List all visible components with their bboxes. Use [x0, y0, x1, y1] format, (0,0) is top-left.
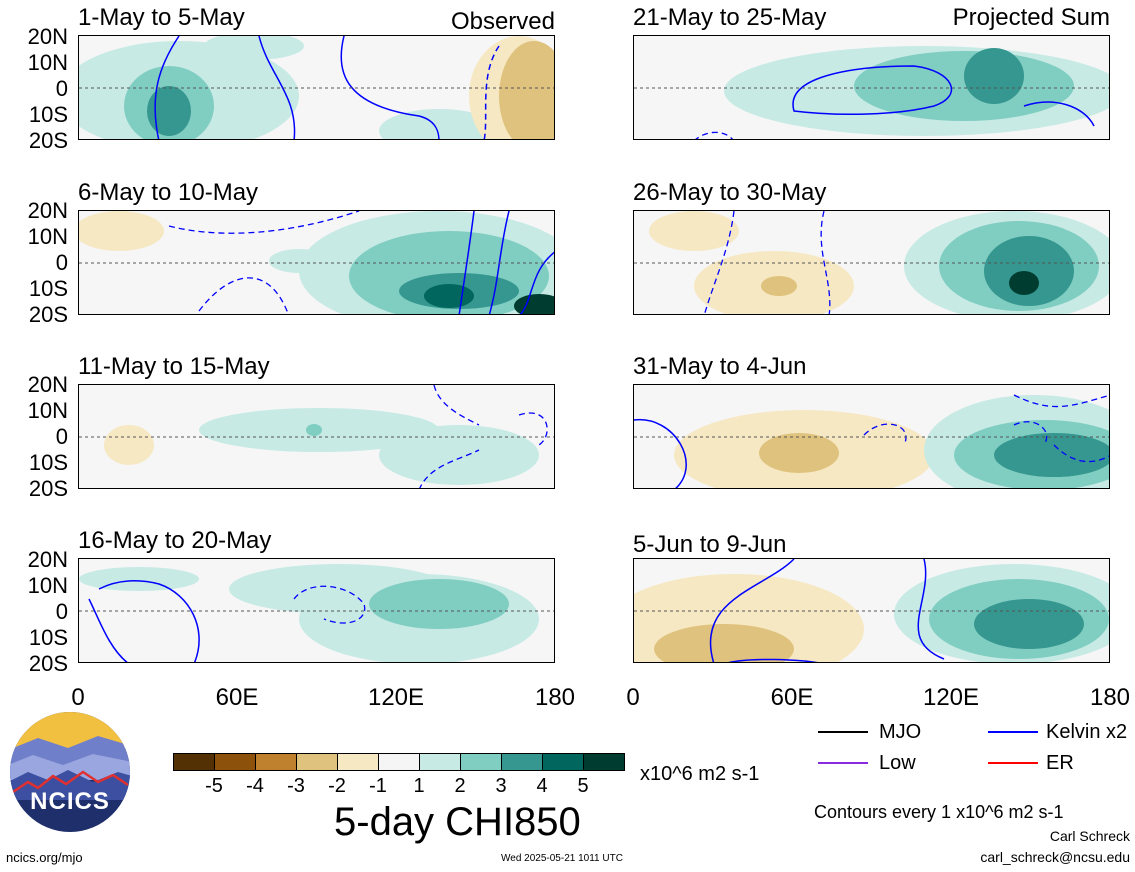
colorbar-swatch — [296, 753, 338, 771]
panel-title-1: 1-May to 5-May — [78, 4, 245, 31]
lon-label: 60E — [215, 684, 259, 711]
lon-label: 60E — [770, 684, 814, 711]
kelvin-legend-label: Kelvin x2 — [1046, 721, 1128, 743]
map-panel-4 — [78, 558, 555, 663]
colorbar-swatch — [378, 753, 420, 771]
lat-label: 20N — [27, 547, 68, 572]
map-panel-3 — [78, 384, 555, 489]
lat-label: 10S — [28, 102, 68, 127]
lat-label: 20S — [28, 128, 68, 153]
colorbar-swatch — [419, 753, 461, 771]
ncics-logo: NCICS — [8, 710, 132, 834]
lat-label: 20N — [27, 24, 68, 49]
colorbar-swatch — [542, 753, 584, 771]
lat-label: 10N — [27, 224, 68, 249]
colorbar-label: 2 — [454, 775, 466, 797]
logo-text: NCICS — [30, 788, 110, 815]
contour-note: Contours every 1 x10^6 m2 s-1 — [814, 802, 1064, 822]
colorbar-units: x10^6 m2 s-1 — [640, 763, 760, 785]
map-panel-5 — [633, 35, 1110, 140]
colorbar-label: 5 — [577, 775, 589, 797]
colorbar-swatch — [337, 753, 379, 771]
colorbar-label: 4 — [536, 775, 548, 797]
lon-label: 180 — [1089, 684, 1131, 711]
colorbar-swatch — [583, 753, 625, 771]
colorbar-swatch — [173, 753, 215, 771]
projected-sum-label: Projected Sum — [952, 4, 1110, 31]
lat-label: 20S — [28, 651, 68, 676]
lat-label: 0 — [55, 599, 68, 624]
lat-label: 20N — [27, 372, 68, 397]
lat-label: 10N — [27, 398, 68, 423]
lat-label: 20S — [28, 302, 68, 327]
panel-title-5: 21-May to 25-May — [633, 4, 827, 31]
panel-title-2: 6-May to 10-May — [78, 179, 259, 206]
colorbar-swatch — [460, 753, 502, 771]
timestamp: Wed 2025-05-21 1011 UTC — [501, 853, 623, 864]
lon-label: 0 — [71, 684, 85, 711]
lat-label: 10S — [28, 276, 68, 301]
colorbar-label: -3 — [287, 775, 305, 797]
lon-label: 120E — [922, 684, 980, 711]
lon-label: 120E — [367, 684, 425, 711]
chart-title: 5-day CHI850 — [334, 800, 581, 844]
author-email: carl_schreck@ncsu.edu — [980, 849, 1130, 865]
colorbar-label: 1 — [413, 775, 425, 797]
map-panel-1 — [78, 35, 555, 140]
panel-title-4: 16-May to 20-May — [78, 527, 272, 554]
colorbar-label: -1 — [369, 775, 387, 797]
panel-title-8: 5-Jun to 9-Jun — [633, 531, 787, 558]
mjo-legend-line — [818, 731, 868, 733]
colorbar-swatch — [214, 753, 256, 771]
kelvin-legend-line — [988, 731, 1038, 733]
panel-title-3: 11-May to 15-May — [78, 353, 270, 380]
observed-label: Observed — [450, 8, 555, 35]
colorbar-label: 3 — [495, 775, 507, 797]
lat-label: 0 — [55, 424, 68, 449]
map-panel-7 — [633, 384, 1110, 489]
map-panel-2 — [78, 210, 555, 315]
lat-label: 20S — [28, 476, 68, 501]
panel-title-6: 26-May to 30-May — [633, 179, 827, 206]
lat-label: 10S — [28, 450, 68, 475]
lon-label: 180 — [534, 684, 576, 711]
er-legend-line — [988, 762, 1038, 764]
low-legend-label: Low — [879, 752, 916, 774]
colorbar-label: -4 — [246, 775, 264, 797]
map-panel-8 — [633, 558, 1110, 663]
colorbar-label: -5 — [205, 775, 223, 797]
colorbar-swatch — [255, 753, 297, 771]
panel-title-7: 31-May to 4-Jun — [633, 353, 807, 380]
lat-label: 10S — [28, 625, 68, 650]
colorbar-swatch — [501, 753, 543, 771]
lon-label: 0 — [626, 684, 640, 711]
er-legend-label: ER — [1046, 752, 1074, 774]
lat-label: 20N — [27, 198, 68, 223]
lat-label: 10N — [27, 50, 68, 75]
mjo-legend-label: MJO — [879, 721, 922, 743]
lat-label: 0 — [55, 250, 68, 275]
site-link[interactable]: ncics.org/mjo — [6, 850, 83, 865]
map-panel-6 — [633, 210, 1110, 315]
low-legend-line — [818, 762, 868, 764]
colorbar-label: -2 — [328, 775, 346, 797]
author: Carl Schreck — [1049, 828, 1130, 844]
lat-label: 10N — [27, 573, 68, 598]
lat-label: 0 — [55, 76, 68, 101]
